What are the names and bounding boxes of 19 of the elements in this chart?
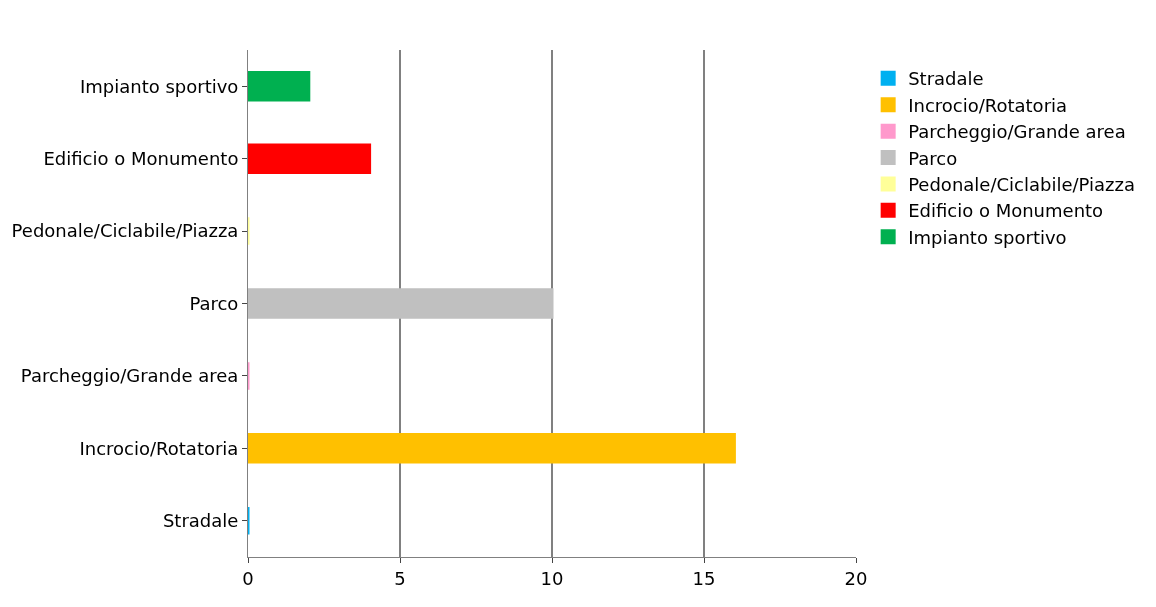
y-tick-label: Parco bbox=[189, 292, 239, 314]
legend-label: Parco bbox=[908, 147, 958, 169]
x-tick-label: 5 bbox=[394, 567, 406, 589]
legend-label: Impianto sportivo bbox=[908, 226, 1067, 248]
legend-label: Stradale bbox=[908, 68, 984, 90]
legend-label: Pedonale/Ciclabile/Piazza bbox=[908, 173, 1135, 195]
legend-label: Edificio o Monumento bbox=[908, 200, 1104, 222]
y-tick-label: Impianto sportivo bbox=[79, 75, 239, 97]
y-tick-label: Incrocio/Rotatoria bbox=[79, 437, 239, 459]
x-tick-label: 15 bbox=[692, 567, 716, 589]
y-tick-label: Edificio o Monumento bbox=[43, 147, 239, 169]
legend-label: Incrocio/Rotatoria bbox=[908, 94, 1068, 116]
x-tick-label: 20 bbox=[844, 567, 868, 589]
y-tick-label: Parcheggio/Grande area bbox=[20, 365, 239, 387]
x-tick-label: 0 bbox=[242, 567, 254, 589]
x-tick-label: 10 bbox=[540, 567, 564, 589]
legend-label: Parcheggio/Grande area bbox=[908, 121, 1126, 143]
y-tick-label: Stradale bbox=[162, 510, 239, 532]
y-tick-label: Pedonale/Ciclabile/Piazza bbox=[11, 220, 239, 242]
